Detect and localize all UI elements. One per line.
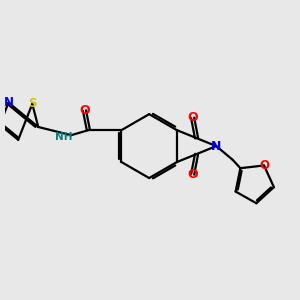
Text: S: S — [28, 98, 37, 110]
Text: O: O — [259, 159, 269, 172]
Text: NH: NH — [56, 132, 73, 142]
Text: O: O — [79, 104, 90, 117]
Text: N: N — [4, 96, 14, 109]
Text: O: O — [187, 111, 198, 124]
Text: N: N — [211, 140, 221, 153]
Text: O: O — [187, 168, 198, 181]
